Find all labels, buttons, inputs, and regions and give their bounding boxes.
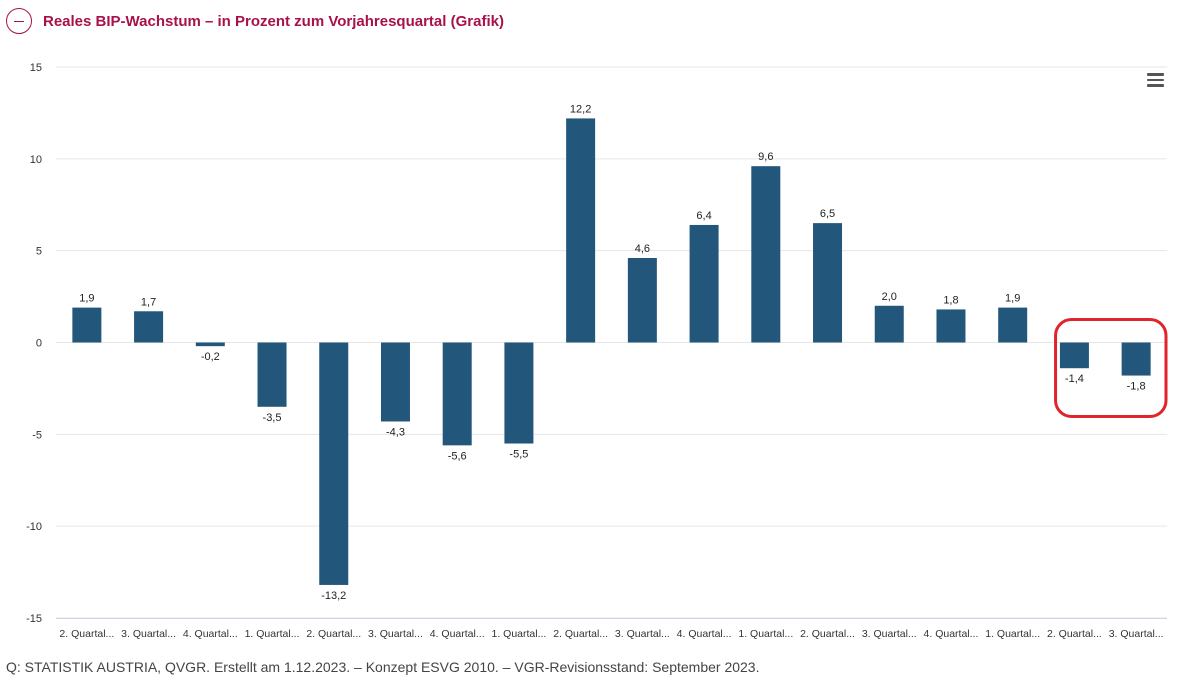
y-tick-label: -5: [32, 429, 42, 441]
bar: [319, 342, 349, 585]
data-label: -1,4: [1065, 373, 1084, 385]
data-label: 6,5: [820, 208, 835, 220]
data-label: -1,8: [1127, 381, 1146, 393]
bar: [257, 342, 287, 407]
y-tick-label: 10: [30, 154, 42, 166]
bar: [1121, 342, 1151, 376]
bar: [195, 342, 225, 347]
data-label: 1,9: [79, 293, 94, 305]
bar: [134, 311, 164, 343]
hamburger-menu-icon[interactable]: [1145, 70, 1167, 90]
bar: [72, 307, 102, 343]
chart-title: Reales BIP-Wachstum – in Prozent zum Vor…: [43, 12, 504, 30]
chart-header: Reales BIP-Wachstum – in Prozent zum Vor…: [6, 6, 504, 36]
y-tick-label: 15: [30, 62, 42, 74]
highlight-box: [1054, 318, 1168, 418]
bar: [1059, 342, 1089, 369]
x-tick-label: 2. Quartal...: [306, 628, 361, 640]
bar: [874, 305, 904, 343]
bar: [627, 258, 657, 343]
data-label: 1,8: [943, 294, 958, 306]
bar: [689, 224, 719, 343]
x-tick-label: 2. Quartal...: [800, 628, 855, 640]
data-label: 1,9: [1005, 293, 1020, 305]
bar: [936, 309, 966, 343]
data-label: 1,7: [141, 296, 156, 308]
data-label: 2,0: [882, 291, 897, 303]
bar: [998, 307, 1028, 343]
x-tick-label: 1. Quartal...: [491, 628, 546, 640]
x-tick-label: 1. Quartal...: [738, 628, 793, 640]
x-tick-label: 3. Quartal...: [121, 628, 176, 640]
x-tick-label: 2. Quartal...: [1047, 628, 1102, 640]
bar: [380, 342, 410, 422]
bar: [813, 223, 843, 343]
y-tick-label: 5: [36, 246, 42, 258]
x-tick-label: 4. Quartal...: [924, 628, 979, 640]
data-label: 9,6: [758, 151, 773, 163]
x-tick-label: 1. Quartal...: [985, 628, 1040, 640]
data-label: 4,6: [635, 243, 650, 255]
data-label: -13,2: [321, 590, 346, 602]
x-tick-label: 3. Quartal...: [1109, 628, 1164, 640]
data-label: 12,2: [570, 103, 591, 115]
data-label: -5,6: [448, 450, 467, 462]
bar: [442, 342, 472, 446]
x-tick-label: 3. Quartal...: [368, 628, 423, 640]
x-tick-label: 4. Quartal...: [183, 628, 238, 640]
x-tick-label: 2. Quartal...: [553, 628, 608, 640]
x-tick-label: 2. Quartal...: [59, 628, 114, 640]
bar: [504, 342, 534, 444]
chart-area: 15 10 5 0 -5 -10 -15 1,9 2. Quartal... 1,7 3. Quar…: [0, 40, 1183, 650]
bar: [751, 166, 781, 343]
data-label: -0,2: [201, 351, 220, 363]
bar: [566, 118, 596, 343]
y-tick-label: -15: [26, 613, 42, 625]
minus-circle-icon[interactable]: [6, 8, 32, 34]
data-label: -5,5: [509, 449, 528, 461]
x-tick-label: 3. Quartal...: [862, 628, 917, 640]
data-label: 6,4: [696, 210, 711, 222]
x-tick-label: 1. Quartal...: [245, 628, 300, 640]
data-label: -4,3: [386, 426, 405, 438]
x-tick-label: 3. Quartal...: [615, 628, 670, 640]
x-tick-label: 4. Quartal...: [430, 628, 485, 640]
source-note: Q: STATISTIK AUSTRIA, QVGR. Erstellt am …: [6, 659, 760, 675]
data-label: -3,5: [263, 412, 282, 424]
y-tick-label: -10: [26, 521, 42, 533]
y-tick-label: 0: [36, 338, 42, 350]
x-tick-label: 4. Quartal...: [677, 628, 732, 640]
bar-chart: 15 10 5 0 -5 -10 -15 1,9 2. Quartal... 1,7 3. Quar…: [26, 62, 1168, 640]
